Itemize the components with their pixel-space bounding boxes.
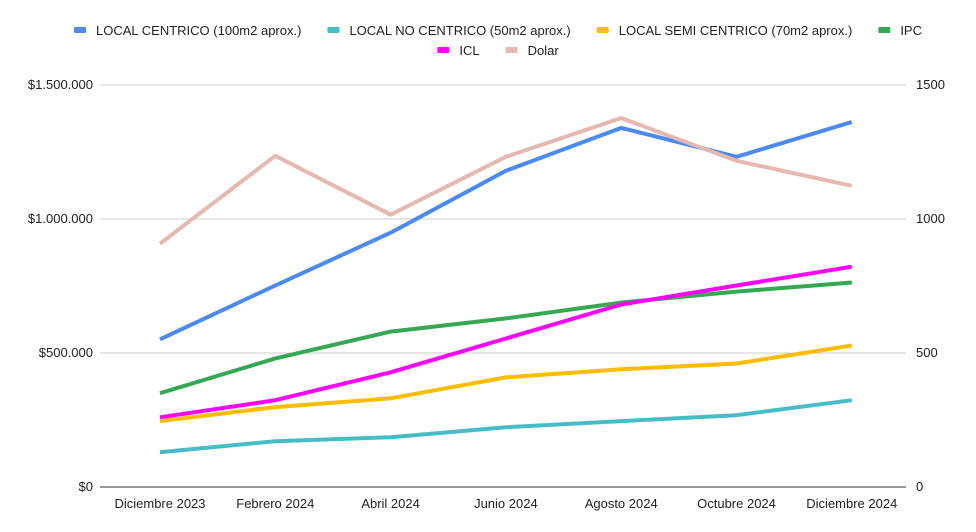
series-line-local-semi-centrico-70m2-aprox bbox=[159, 343, 853, 424]
legend-label: LOCAL NO CENTRICO (50m2 aprox.) bbox=[349, 23, 570, 38]
x-axis-tick-label: Abril 2024 bbox=[361, 496, 420, 511]
legend-item: LOCAL NO CENTRICO (50m2 aprox.) bbox=[327, 23, 571, 38]
legend-swatch bbox=[327, 27, 340, 33]
legend-swatch bbox=[74, 27, 87, 33]
series-line-icl bbox=[159, 264, 853, 420]
right-axis-tick-label: 500 bbox=[916, 345, 938, 360]
series-line-local-no-centrico-50m2-aprox bbox=[159, 398, 853, 455]
series-line-dolar bbox=[158, 116, 853, 246]
legend-swatch bbox=[437, 47, 450, 53]
legend-swatch bbox=[878, 27, 891, 33]
legend-item: LOCAL CENTRICO (100m2 aprox.) bbox=[74, 23, 301, 38]
x-axis-tick-label: Diciembre 2024 bbox=[806, 496, 897, 511]
left-axis-tick-label: $500.000 bbox=[39, 345, 93, 360]
x-axis-tick-label: Febrero 2024 bbox=[236, 496, 314, 511]
legend-swatch bbox=[505, 47, 518, 53]
legend-swatch bbox=[596, 27, 609, 33]
legend-item: IPC bbox=[878, 23, 922, 38]
x-axis-tick-label: Agosto 2024 bbox=[585, 496, 658, 511]
left-axis-tick-label: $1.500.000 bbox=[28, 77, 93, 92]
x-axis-tick-label: Junio 2024 bbox=[474, 496, 538, 511]
legend-label: LOCAL CENTRICO (100m2 aprox.) bbox=[96, 23, 301, 38]
legend-label: LOCAL SEMI CENTRICO (70m2 aprox.) bbox=[619, 23, 853, 38]
legend-item: LOCAL SEMI CENTRICO (70m2 aprox.) bbox=[596, 23, 853, 38]
left-axis-tick-label: $0 bbox=[79, 479, 93, 494]
x-axis-tick-label: Diciembre 2023 bbox=[114, 496, 205, 511]
legend-label: ICL bbox=[459, 43, 479, 58]
legend-item: ICL bbox=[437, 43, 480, 58]
legend-item: Dolar bbox=[505, 43, 560, 58]
right-axis-tick-label: 1500 bbox=[916, 77, 945, 92]
right-axis-tick-label: 0 bbox=[916, 479, 923, 494]
left-axis-tick-label: $1.000.000 bbox=[28, 211, 93, 226]
right-axis-tick-label: 1000 bbox=[916, 211, 945, 226]
series-line-local-centrico-100m2-aprox bbox=[159, 120, 853, 342]
legend-label: IPC bbox=[900, 23, 922, 38]
x-axis-tick-label: Octubre 2024 bbox=[697, 496, 776, 511]
series-line-ipc bbox=[159, 280, 852, 396]
legend-label: Dolar bbox=[528, 43, 560, 58]
